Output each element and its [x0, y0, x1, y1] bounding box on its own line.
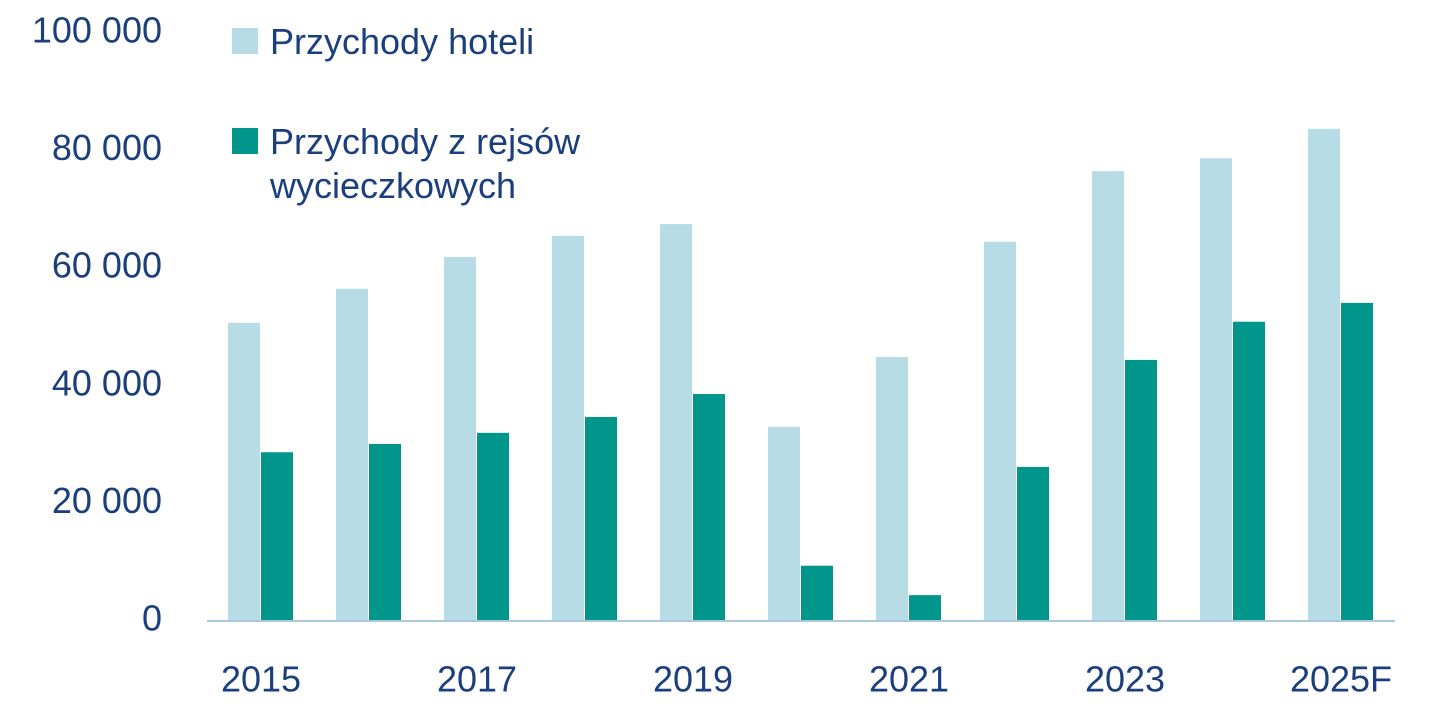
bar	[261, 452, 293, 621]
y-tick-label: 60 000	[52, 245, 162, 286]
bar	[369, 444, 401, 621]
bar	[228, 322, 260, 621]
bar	[1125, 359, 1157, 621]
bar	[1233, 321, 1265, 621]
bar	[984, 241, 1016, 622]
x-tick-label: 2021	[869, 659, 949, 700]
bar	[1092, 171, 1124, 621]
bar	[1308, 128, 1340, 621]
bar	[876, 356, 908, 621]
x-tick-label: 2023	[1085, 659, 1165, 700]
y-tick-label: 80 000	[52, 127, 162, 168]
y-tick-label: 20 000	[52, 480, 162, 521]
bar	[552, 235, 584, 622]
bar	[768, 426, 800, 621]
bar	[477, 432, 509, 621]
bar	[909, 595, 941, 621]
legend-swatch	[232, 28, 258, 54]
legend-item: Przychody hoteli	[232, 20, 640, 64]
x-tick-label: 2015	[221, 659, 301, 700]
x-tick-label: 2025F	[1290, 659, 1392, 700]
bar	[1200, 158, 1232, 621]
bar	[336, 288, 368, 621]
bar	[1017, 466, 1049, 621]
x-tick-label: 2017	[437, 659, 517, 700]
bar	[585, 416, 617, 621]
legend-label: Przychody hoteli	[270, 21, 535, 62]
legend-item: Przychody z rejsów wycieczkowych	[232, 120, 640, 208]
bar	[801, 565, 833, 621]
bar	[693, 394, 725, 621]
y-tick-label: 0	[142, 598, 162, 639]
legend-swatch	[232, 128, 258, 154]
y-tick-label: 100 000	[32, 10, 162, 51]
bar	[444, 257, 476, 621]
legend-label: Przychody z rejsów wycieczkowych	[270, 121, 581, 206]
bar	[660, 224, 692, 621]
bar	[1341, 302, 1373, 621]
y-tick-label: 40 000	[52, 362, 162, 403]
x-tick-label: 2019	[653, 659, 733, 700]
